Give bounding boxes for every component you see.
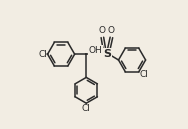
Text: OH: OH: [88, 46, 102, 55]
Text: O: O: [99, 26, 106, 35]
Text: Cl: Cl: [82, 104, 91, 113]
Text: S: S: [103, 49, 111, 59]
Text: Cl: Cl: [140, 70, 149, 79]
Text: Cl: Cl: [38, 50, 47, 59]
Text: O: O: [108, 26, 115, 35]
